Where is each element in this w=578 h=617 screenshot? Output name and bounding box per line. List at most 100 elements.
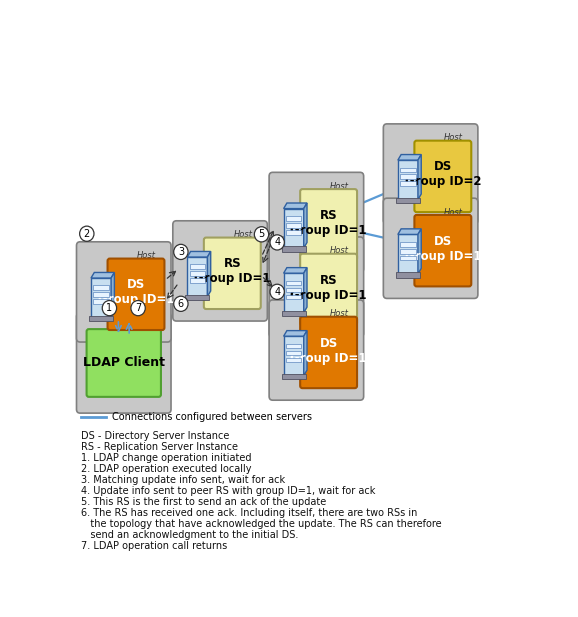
Text: 6: 6 <box>178 299 184 308</box>
Text: Host: Host <box>234 230 252 239</box>
Text: 5. This RS is the first to send an ack of the update: 5. This RS is the first to send an ack o… <box>81 497 327 507</box>
Text: Host: Host <box>137 322 156 331</box>
FancyBboxPatch shape <box>300 189 357 260</box>
Polygon shape <box>303 331 307 376</box>
FancyBboxPatch shape <box>383 124 478 224</box>
FancyBboxPatch shape <box>190 278 205 283</box>
FancyBboxPatch shape <box>414 215 471 286</box>
Text: DS - Directory Server Instance: DS - Directory Server Instance <box>81 431 229 441</box>
Polygon shape <box>418 154 421 199</box>
Text: DS
Group ID=2: DS Group ID=2 <box>405 160 481 188</box>
FancyBboxPatch shape <box>400 181 416 186</box>
Text: Connections configured between servers: Connections configured between servers <box>112 412 312 422</box>
Text: 7. LDAP operation call returns: 7. LDAP operation call returns <box>81 540 228 550</box>
FancyBboxPatch shape <box>286 350 301 355</box>
FancyBboxPatch shape <box>286 288 301 292</box>
Circle shape <box>131 300 145 316</box>
Circle shape <box>174 296 188 312</box>
FancyBboxPatch shape <box>76 313 171 413</box>
Polygon shape <box>398 154 421 160</box>
Text: RS - Replication Server Instance: RS - Replication Server Instance <box>81 442 238 452</box>
Circle shape <box>270 284 284 299</box>
Text: 2: 2 <box>84 229 90 239</box>
Text: RS
Group ID=1: RS Group ID=1 <box>290 209 367 237</box>
FancyBboxPatch shape <box>400 167 416 172</box>
FancyBboxPatch shape <box>284 209 303 248</box>
FancyBboxPatch shape <box>286 357 301 362</box>
Text: 4. Update info sent to peer RS with group ID=1, wait for ack: 4. Update info sent to peer RS with grou… <box>81 486 376 496</box>
FancyBboxPatch shape <box>190 271 205 276</box>
FancyBboxPatch shape <box>286 216 301 221</box>
FancyBboxPatch shape <box>398 234 418 274</box>
FancyBboxPatch shape <box>91 278 111 318</box>
Text: Host: Host <box>329 310 349 318</box>
FancyBboxPatch shape <box>286 344 301 349</box>
Polygon shape <box>284 268 307 273</box>
Text: Host: Host <box>444 208 463 217</box>
Text: 5: 5 <box>258 230 265 239</box>
Polygon shape <box>284 331 307 336</box>
Text: 4: 4 <box>274 238 280 247</box>
FancyBboxPatch shape <box>94 292 109 297</box>
Text: 2. LDAP operation executed locally: 2. LDAP operation executed locally <box>81 464 251 474</box>
Text: DS
Group ID=1: DS Group ID=1 <box>98 278 174 307</box>
FancyBboxPatch shape <box>89 316 113 321</box>
Text: DS
Group ID=1: DS Group ID=1 <box>290 336 367 365</box>
FancyBboxPatch shape <box>282 374 306 379</box>
Text: the topology that have acknowledged the update. The RS can therefore: the topology that have acknowledged the … <box>81 519 442 529</box>
FancyBboxPatch shape <box>300 254 357 325</box>
FancyBboxPatch shape <box>94 286 109 290</box>
Text: send an acknowledgment to the initial DS.: send an acknowledgment to the initial DS… <box>81 529 299 540</box>
Text: RS
Group ID=1: RS Group ID=1 <box>290 273 367 302</box>
FancyBboxPatch shape <box>173 221 268 321</box>
Text: Host: Host <box>329 182 349 191</box>
Text: 4: 4 <box>274 287 280 297</box>
FancyBboxPatch shape <box>400 249 416 254</box>
Text: Host: Host <box>444 133 463 143</box>
FancyBboxPatch shape <box>286 294 301 299</box>
FancyBboxPatch shape <box>187 257 208 297</box>
Text: 3: 3 <box>178 247 184 257</box>
Text: 6. The RS has received one ack. Including itself, there are two RSs in: 6. The RS has received one ack. Includin… <box>81 508 417 518</box>
Text: Host: Host <box>137 251 156 260</box>
FancyBboxPatch shape <box>383 198 478 299</box>
Circle shape <box>174 244 188 260</box>
Circle shape <box>102 300 117 316</box>
Text: RS
Group ID=1: RS Group ID=1 <box>194 257 271 286</box>
FancyBboxPatch shape <box>87 329 161 397</box>
Polygon shape <box>91 273 114 278</box>
FancyBboxPatch shape <box>284 273 303 313</box>
FancyBboxPatch shape <box>400 255 416 260</box>
FancyBboxPatch shape <box>396 197 420 204</box>
Circle shape <box>270 235 284 250</box>
FancyBboxPatch shape <box>396 272 420 278</box>
Text: 1: 1 <box>106 303 113 313</box>
Text: 3. Matching update info sent, wait for ack: 3. Matching update info sent, wait for a… <box>81 475 286 485</box>
FancyBboxPatch shape <box>190 265 205 269</box>
Circle shape <box>254 226 269 242</box>
Circle shape <box>80 226 94 241</box>
FancyBboxPatch shape <box>286 281 301 285</box>
FancyBboxPatch shape <box>186 294 209 300</box>
Polygon shape <box>398 229 421 234</box>
FancyBboxPatch shape <box>76 242 171 342</box>
Polygon shape <box>111 273 114 318</box>
FancyBboxPatch shape <box>398 160 418 199</box>
FancyBboxPatch shape <box>204 238 261 309</box>
Polygon shape <box>303 203 307 248</box>
FancyBboxPatch shape <box>284 336 303 376</box>
FancyBboxPatch shape <box>286 230 301 234</box>
FancyBboxPatch shape <box>414 141 471 212</box>
Polygon shape <box>284 203 307 209</box>
FancyBboxPatch shape <box>286 223 301 228</box>
FancyBboxPatch shape <box>400 242 416 247</box>
Text: DS
Group ID=1: DS Group ID=1 <box>405 235 481 263</box>
FancyBboxPatch shape <box>300 317 357 388</box>
Polygon shape <box>208 252 211 297</box>
Text: 1. LDAP change operation initiated: 1. LDAP change operation initiated <box>81 453 251 463</box>
Polygon shape <box>418 229 421 274</box>
FancyBboxPatch shape <box>282 246 306 252</box>
Text: 7: 7 <box>135 303 141 313</box>
Text: Host: Host <box>329 246 349 255</box>
FancyBboxPatch shape <box>282 311 306 317</box>
